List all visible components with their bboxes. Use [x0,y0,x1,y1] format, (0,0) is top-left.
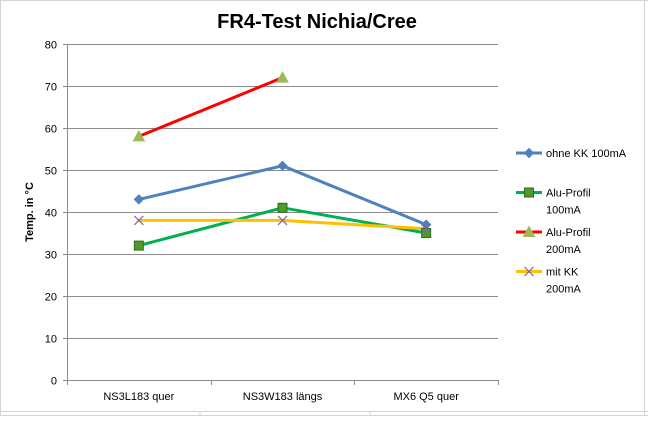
series-4-point [133,215,144,226]
series-4-point [421,223,432,234]
y-tick-label: 30 [45,250,57,262]
legend-item: Alu-Profil 200mA [516,225,591,256]
marker-stroke [421,223,432,234]
y-tick-label: 0 [51,376,57,388]
marker-stroke [524,266,534,277]
y-axis-label: Temp. in °C [24,182,36,242]
y-tick-label: 70 [45,82,57,94]
series-markers [132,71,432,251]
legend-swatch-marker [524,187,534,198]
series-2-point [277,202,288,213]
y-tick-label: 10 [45,334,57,346]
legend-swatch-marker [523,147,535,159]
y-tick-labels: 0 10 20 30 40 50 60 70 80 [45,40,57,388]
legend-swatch-marker [522,225,536,237]
series-4-point [277,215,288,226]
legend-item: ohne KK 100mA [516,147,627,160]
legend-item: mit KK 200mA [516,267,582,296]
x-tick-labels: NS3L183 quer NS3W183 längs MX6 Q5 quer [103,391,459,403]
legend-label: 100mA [546,205,582,217]
marker-stroke [277,215,288,226]
legend-label: 200mA [546,244,582,256]
marker-stroke [133,215,144,226]
legend-label: Alu-Profil [546,188,591,200]
legend-swatch-marker [524,266,534,277]
legend-label: 200mA [546,284,582,296]
y-tick-label: 80 [45,40,57,52]
y-tick-label: 60 [45,124,57,136]
series-1-line [137,164,428,227]
legend-label: mit KK [546,267,579,279]
y-tick-label: 50 [45,166,57,178]
series-2-point [133,240,144,251]
series-1-point [133,194,145,205]
x-tick-label: MX6 Q5 quer [393,391,459,403]
y-tick-label: 20 [45,292,57,304]
axes [63,44,499,385]
x-tick-label: NS3L183 quer [103,391,174,403]
y-tick-label: 40 [45,208,57,220]
series-3-point [276,71,289,83]
legend-label: ohne KK 100mA [546,148,627,160]
legend: ohne KK 100mA Alu-Profil 100mA Alu-Profil 20… [516,147,627,296]
series-3-line [137,76,284,138]
y-gridlines [67,44,498,339]
series-1-point [277,160,288,172]
legend-label: Alu-Profil [546,227,591,239]
chart-title: FR4-Test Nichia/Cree [217,11,417,33]
legend-item: Alu-Profil 100mA [516,187,591,217]
series-2-point [421,228,432,238]
series-3-point [132,129,146,142]
x-tick-label: NS3W183 längs [243,391,323,403]
